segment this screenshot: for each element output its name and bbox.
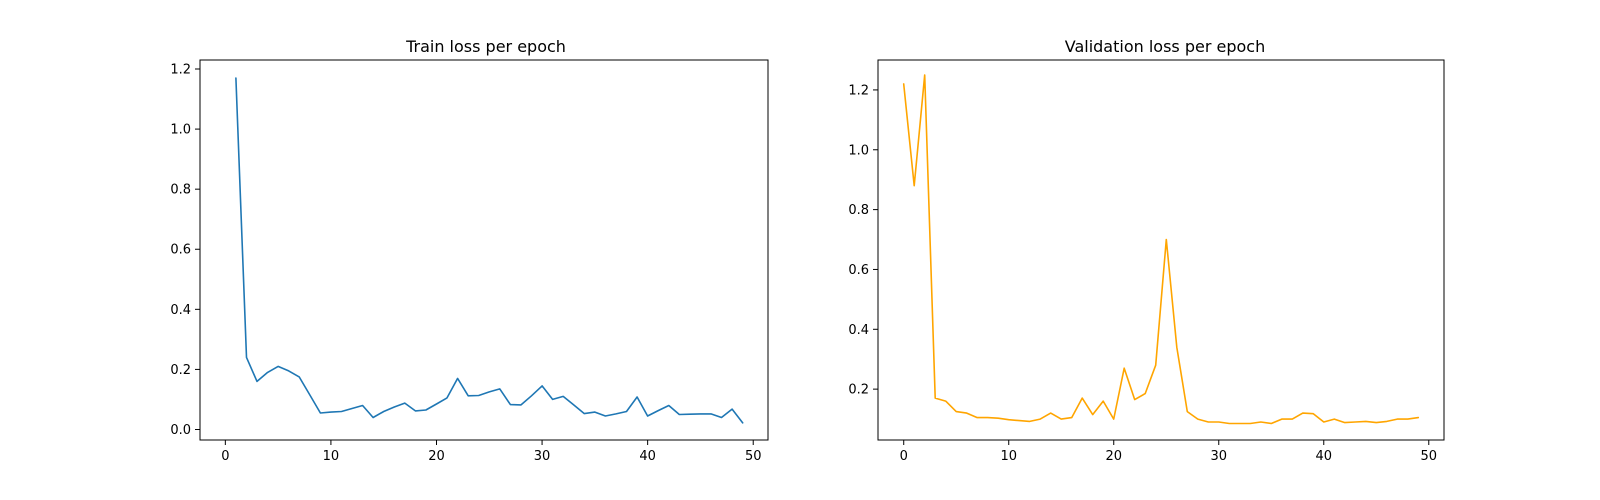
x-tick-label: 50 bbox=[745, 449, 762, 464]
y-tick-label: 1.2 bbox=[170, 63, 191, 78]
y-tick-label: 1.2 bbox=[848, 83, 869, 98]
chart-title: Validation loss per epoch bbox=[1065, 37, 1265, 56]
y-tick-label: 0.6 bbox=[170, 243, 191, 258]
train-loss-marks: 0 10 20 30 40 50 0.0 0.2 0.4 0.6 0.8 1.0 1.2 bbox=[170, 63, 761, 464]
x-tick-label: 0 bbox=[221, 449, 229, 464]
y-tick-label: 0.8 bbox=[170, 183, 191, 198]
x-tick-label: 10 bbox=[1000, 449, 1017, 464]
y-tick-label: 1.0 bbox=[170, 123, 191, 138]
y-tick-label: 0.2 bbox=[170, 363, 191, 378]
y-tick-label: 0.8 bbox=[848, 203, 869, 218]
y-tick-label: 0.4 bbox=[170, 303, 191, 318]
plot-frame bbox=[877, 59, 1445, 441]
series-line bbox=[902, 74, 1420, 425]
validation-loss-chart: Validation loss per epoch 0 10 20 30 40 50 0.2… bbox=[848, 37, 1445, 464]
x-tick-label: 50 bbox=[1421, 449, 1438, 464]
series-line bbox=[235, 77, 744, 424]
x-tick-label: 10 bbox=[323, 449, 340, 464]
plot-frame bbox=[199, 59, 769, 441]
validation-loss-marks: 0 10 20 30 40 50 0.2 0.4 0.6 0.8 1.0 1.2 bbox=[848, 74, 1438, 464]
train-loss-chart: Train loss per epoch 0 10 20 30 40 50 0.0 0.2 0.… bbox=[170, 37, 769, 464]
x-tick-label: 30 bbox=[534, 449, 551, 464]
y-tick-label: 0.4 bbox=[848, 323, 869, 338]
y-tick-label: 0.6 bbox=[848, 263, 869, 278]
chart-title: Train loss per epoch bbox=[405, 37, 566, 56]
y-tick-label: 0.0 bbox=[170, 423, 191, 438]
x-tick-label: 20 bbox=[1105, 449, 1122, 464]
y-tick-label: 1.0 bbox=[848, 143, 869, 158]
x-tick-label: 20 bbox=[428, 449, 445, 464]
x-tick-label: 40 bbox=[639, 449, 656, 464]
x-tick-label: 40 bbox=[1315, 449, 1332, 464]
x-tick-label: 0 bbox=[900, 449, 908, 464]
y-tick-label: 0.2 bbox=[848, 383, 869, 398]
x-tick-label: 30 bbox=[1210, 449, 1227, 464]
